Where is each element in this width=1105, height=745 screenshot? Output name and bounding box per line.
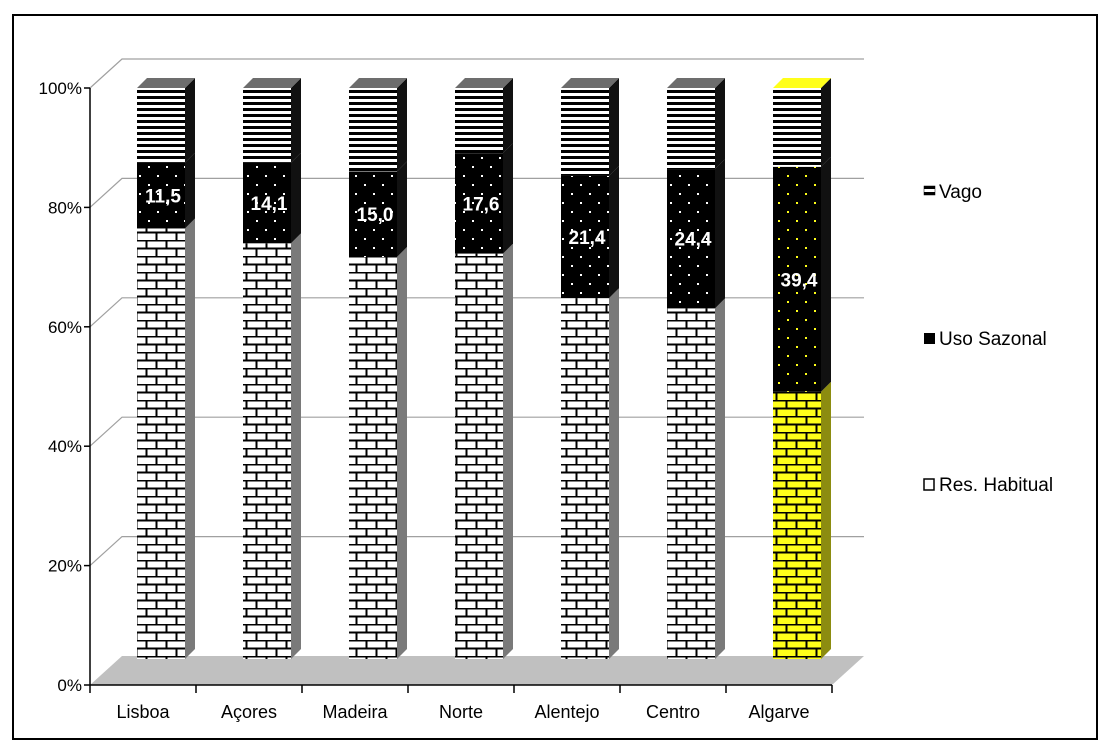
- data-labels: 11,5 14,1 15,0 17,6 21,4 24,4 39,4: [145, 187, 818, 292]
- bar-side-vago-alentejo: [609, 78, 619, 176]
- bar-top-acores: [243, 78, 301, 88]
- bar-side-res-habitual-algarve: [821, 381, 831, 659]
- bar-top-algarve: [773, 78, 831, 88]
- y-tick-label: 20%: [48, 557, 82, 576]
- bar-side-res-habitual-alentejo: [609, 288, 619, 659]
- legend-item-vago: Vago: [923, 182, 982, 203]
- bar-side-vago-algarve: [821, 78, 831, 167]
- bars: [137, 78, 831, 660]
- x-tick-label-algarve: Algarve: [748, 702, 809, 722]
- legend-item-uso-sazonal: Uso Sazonal: [924, 329, 1047, 350]
- data-label-centro: 24,4: [675, 230, 712, 251]
- x-tick-label-norte: Norte: [439, 702, 483, 722]
- axes: 0% 20% 40% 60% 80% 100% Lisboa Açores Madeira Nor…: [39, 79, 833, 722]
- bar-segment-vago-centro: [667, 88, 715, 170]
- bar-segment-vago-algarve: [773, 88, 821, 167]
- x-tick-label-madeira: Madeira: [322, 702, 388, 722]
- bar-top-madeira: [349, 78, 407, 88]
- bar-segment-res-habitual-alentejo: [561, 298, 609, 659]
- bar-side-res-habitual-acores: [291, 233, 301, 659]
- bar-side-res-habitual-madeira: [397, 247, 407, 660]
- bar-side-vago-acores: [291, 78, 301, 163]
- data-label-lisboa: 11,5: [145, 187, 181, 208]
- bar-top-norte: [455, 78, 513, 88]
- bar-top-centro: [667, 78, 725, 88]
- gridline: [89, 58, 864, 89]
- bar-side-uso-sazonal-madeira: [397, 161, 407, 258]
- bar-segment-uso-sazonal-norte: [455, 153, 503, 254]
- x-tick-label-lisboa: Lisboa: [116, 702, 170, 722]
- bar-side-uso-sazonal-centro: [715, 159, 725, 309]
- bar-segment-res-habitual-lisboa: [137, 228, 185, 659]
- data-label-norte: 17,6: [463, 194, 500, 215]
- y-tick-label: 60%: [48, 318, 82, 337]
- bar-side-vago-madeira: [397, 78, 407, 172]
- bar-segment-uso-sazonal-acores: [243, 162, 291, 244]
- bar-segment-vago-lisboa: [137, 88, 185, 163]
- bar-segment-vago-norte: [455, 88, 503, 154]
- bar-segment-vago-madeira: [349, 88, 397, 172]
- legend-swatch-vago: [923, 185, 936, 196]
- bar-side-res-habitual-centro: [715, 298, 725, 659]
- bar-segment-uso-sazonal-algarve: [773, 166, 821, 392]
- data-label-madeira: 15,0: [357, 205, 394, 226]
- legend-swatch-res-habitual: [923, 478, 935, 491]
- bar-segment-vago-alentejo: [561, 88, 609, 176]
- x-tick-label-alentejo: Alentejo: [534, 702, 599, 722]
- bar-segment-uso-sazonal-centro: [667, 169, 715, 309]
- legend-swatch-uso-sazonal: [924, 333, 935, 344]
- bar-side-uso-sazonal-acores: [291, 152, 301, 244]
- data-label-alentejo: 21,4: [569, 228, 606, 249]
- bar-segment-res-habitual-algarve: [773, 391, 821, 659]
- bar-segment-res-habitual-acores: [243, 243, 291, 659]
- bar-segment-res-habitual-centro: [667, 308, 715, 659]
- plot-floor: [90, 656, 864, 685]
- bar-top-lisboa: [137, 78, 195, 88]
- bar-side-vago-norte: [503, 78, 513, 154]
- bar-segment-res-habitual-madeira: [349, 257, 397, 659]
- bar-side-res-habitual-norte: [503, 243, 513, 659]
- bar-side-uso-sazonal-alentejo: [609, 165, 619, 299]
- legend-label-uso-sazonal: Uso Sazonal: [939, 329, 1047, 350]
- bar-side-res-habitual-lisboa: [185, 218, 195, 659]
- bar-side-uso-sazonal-algarve: [821, 156, 831, 392]
- legend-label-res-habitual: Res. Habitual: [939, 475, 1053, 496]
- bar-segment-vago-acores: [243, 88, 291, 163]
- y-tick-label: 0%: [57, 676, 82, 695]
- bar-top-alentejo: [561, 78, 619, 88]
- legend-label-vago: Vago: [939, 182, 982, 203]
- bar-side-vago-lisboa: [185, 78, 195, 163]
- legend: Vago Uso Sazonal Res. Habitual: [923, 182, 1053, 496]
- x-tick-label-centro: Centro: [646, 702, 700, 722]
- bar-segment-uso-sazonal-madeira: [349, 171, 397, 258]
- legend-item-res-habitual: Res. Habitual: [923, 475, 1053, 496]
- data-label-acores: 14,1: [251, 194, 288, 215]
- x-tick-label-acores: Açores: [221, 702, 277, 722]
- bar-segment-uso-sazonal-alentejo: [561, 175, 609, 299]
- data-label-algarve: 39,4: [781, 270, 818, 291]
- y-tick-label: 80%: [48, 198, 82, 217]
- bar-side-uso-sazonal-lisboa: [185, 152, 195, 229]
- y-tick-label: 100%: [39, 79, 82, 98]
- bar-segment-uso-sazonal-lisboa: [137, 162, 185, 229]
- bar-side-vago-centro: [715, 78, 725, 170]
- bar-side-uso-sazonal-norte: [503, 143, 513, 254]
- bar-segment-res-habitual-norte: [455, 253, 503, 659]
- y-tick-label: 40%: [48, 437, 82, 456]
